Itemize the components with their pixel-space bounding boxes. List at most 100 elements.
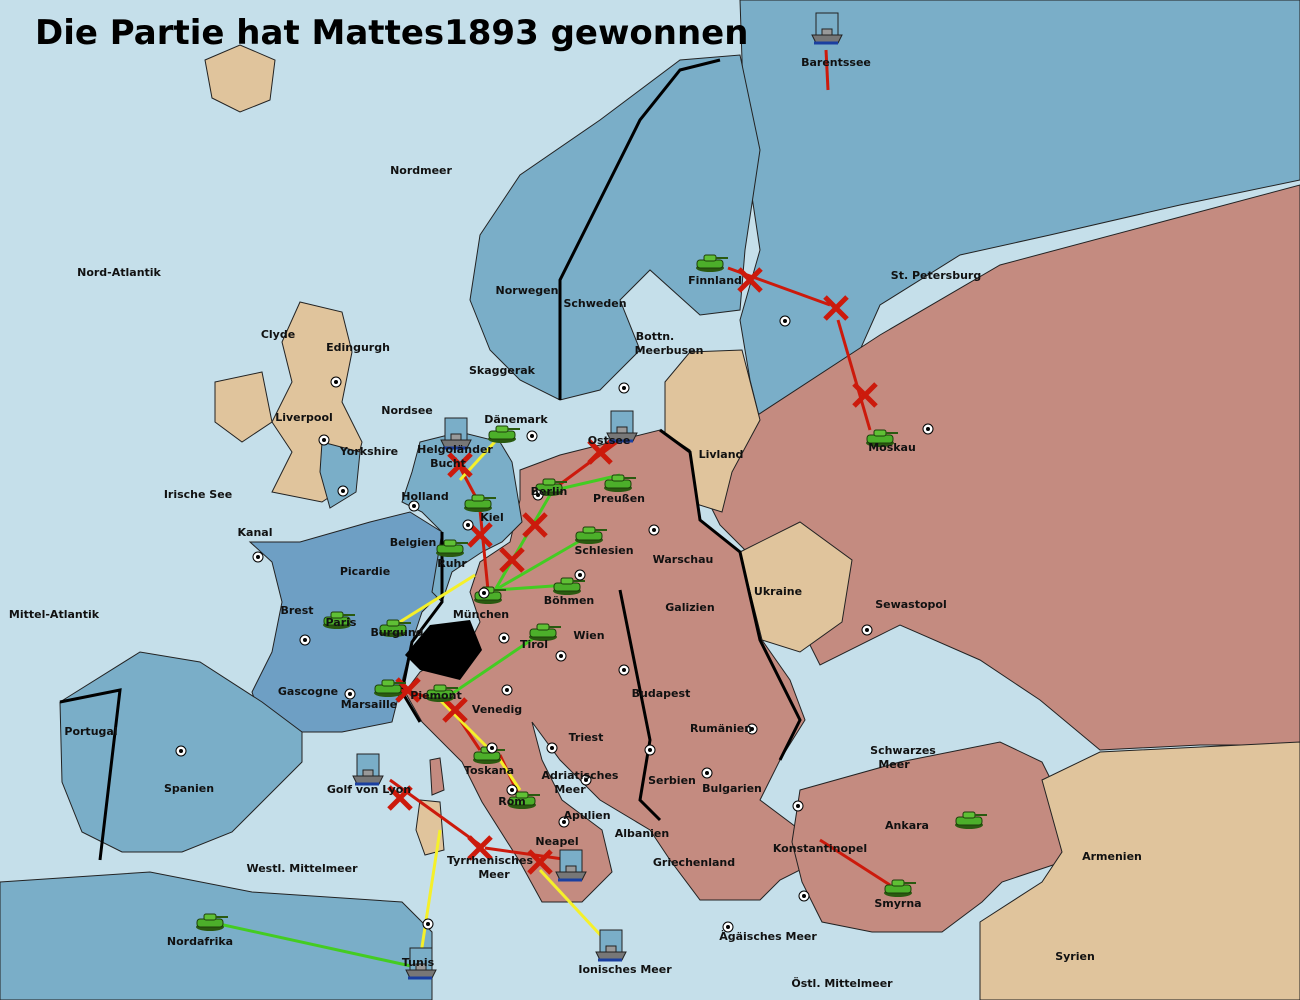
region-label: Triest <box>569 731 604 744</box>
region-label: Budapest <box>632 687 691 700</box>
region-label: Ankara <box>885 819 929 832</box>
failed-order-cross-icon <box>587 439 613 465</box>
supply-center-icon <box>701 767 713 779</box>
region-label: Griechenland <box>653 856 735 869</box>
region-label: Tyrrhenisches <box>447 854 533 867</box>
region-label: Liverpool <box>275 411 333 424</box>
region-label: Toskana <box>464 764 514 777</box>
region-label: Galizien <box>665 601 714 614</box>
region-label: Burgund <box>370 626 423 639</box>
supply-center-icon <box>558 816 570 828</box>
failed-order-cross-icon <box>737 267 763 293</box>
region-label: Meer <box>478 868 510 881</box>
supply-center-icon <box>422 918 434 930</box>
convoy-order-arrow <box>418 829 442 961</box>
supply-center-icon <box>580 774 592 786</box>
failed-order-cross-icon <box>447 452 473 478</box>
region-label: Moskau <box>868 441 916 454</box>
move-order-arrow <box>836 319 872 431</box>
failed-order-cross-icon <box>387 785 413 811</box>
supply-center-icon <box>644 744 656 756</box>
supply-center-icon <box>501 684 513 696</box>
move-order-arrow <box>478 509 490 591</box>
convoy-order-arrow <box>394 573 476 627</box>
region-label: Schweden <box>563 297 626 310</box>
failed-order-cross-icon <box>823 295 849 321</box>
supply-center-icon <box>722 921 734 933</box>
north-africa[interactable] <box>0 871 433 1000</box>
supply-center-icon <box>574 569 586 581</box>
supply-center-icon <box>486 742 498 754</box>
convoy-order-arrow <box>538 868 607 942</box>
region-label: Berlin <box>531 485 568 498</box>
support-order-arrow <box>493 494 552 591</box>
region-label: Bulgarien <box>702 782 762 795</box>
supply-center-icon <box>506 784 518 796</box>
region-label: Albanien <box>615 827 669 840</box>
fleet-unit-icon[interactable] <box>351 752 385 786</box>
region-label: Kiel <box>480 511 504 524</box>
region-label: Finnland <box>688 274 742 287</box>
region-label: Ukraine <box>754 585 802 598</box>
fleet-unit-icon[interactable] <box>594 928 628 962</box>
region-label: Ruhr <box>437 557 467 570</box>
move-order-arrow <box>484 846 571 862</box>
supply-center-icon <box>318 434 330 446</box>
region-label: Östl. Mittelmeer <box>791 976 893 990</box>
supply-center-icon <box>337 485 349 497</box>
region-label: Belgien <box>390 536 437 549</box>
supply-center-icon <box>922 423 934 435</box>
region-label: Edingurgh <box>326 341 390 354</box>
supply-center-icon <box>532 489 544 501</box>
fleet-unit-icon[interactable] <box>810 11 844 45</box>
region-label: Rumänien <box>690 722 752 735</box>
region-label: Dänemark <box>484 413 548 426</box>
region-label: Apulien <box>563 809 610 822</box>
supply-center-icon <box>861 624 873 636</box>
supply-center-icon <box>648 524 660 536</box>
supply-center-icon <box>408 500 420 512</box>
fleet-unit-icon[interactable] <box>554 848 588 882</box>
ireland[interactable] <box>214 371 273 443</box>
supply-center-icon <box>175 745 187 757</box>
region-label: Meer <box>878 758 910 771</box>
scandinavia[interactable] <box>469 54 761 401</box>
supply-center-icon <box>330 376 342 388</box>
region-label: Gascogne <box>278 685 338 698</box>
region-label: Smyrna <box>874 897 921 910</box>
region-label: Golf von Lyon <box>327 783 411 796</box>
region-label: Nord-Atlantik <box>77 266 161 279</box>
failed-order-cross-icon <box>467 835 493 861</box>
region-label: Serbien <box>648 774 696 787</box>
armenia-syria[interactable] <box>979 741 1300 1000</box>
supply-center-icon <box>526 430 538 442</box>
region-label: Ionisches Meer <box>578 963 672 976</box>
region-label: Tirol <box>520 638 548 651</box>
supply-center-icon <box>252 551 264 563</box>
supply-center-icon <box>618 664 630 676</box>
region-label: Clyde <box>261 328 295 341</box>
region-label: Meerbusen <box>635 344 704 357</box>
corsica[interactable] <box>429 757 445 796</box>
failed-order-cross-icon <box>522 512 548 538</box>
region-label: Brest <box>280 604 313 617</box>
failed-order-cross-icon <box>499 547 525 573</box>
supply-center-icon <box>478 587 490 599</box>
convoy-order-arrow <box>498 759 522 791</box>
region-label: Meer <box>554 783 586 796</box>
region-label: Livland <box>699 448 744 461</box>
support-order-arrow <box>209 920 421 970</box>
region-label: Rom <box>498 795 526 808</box>
turkey[interactable] <box>791 741 1063 933</box>
supply-center-icon <box>555 650 567 662</box>
region-label: Nordmeer <box>390 164 452 177</box>
yorkshire-blue[interactable] <box>319 441 361 509</box>
region-label: Holland <box>401 490 448 503</box>
switzerland-impassable <box>405 620 482 680</box>
region-label: Armenien <box>1082 850 1142 863</box>
support-order-arrow <box>554 473 621 492</box>
iceland[interactable] <box>204 44 276 113</box>
region-label: Warschau <box>653 553 714 566</box>
region-label: Adriatisches <box>542 769 619 782</box>
